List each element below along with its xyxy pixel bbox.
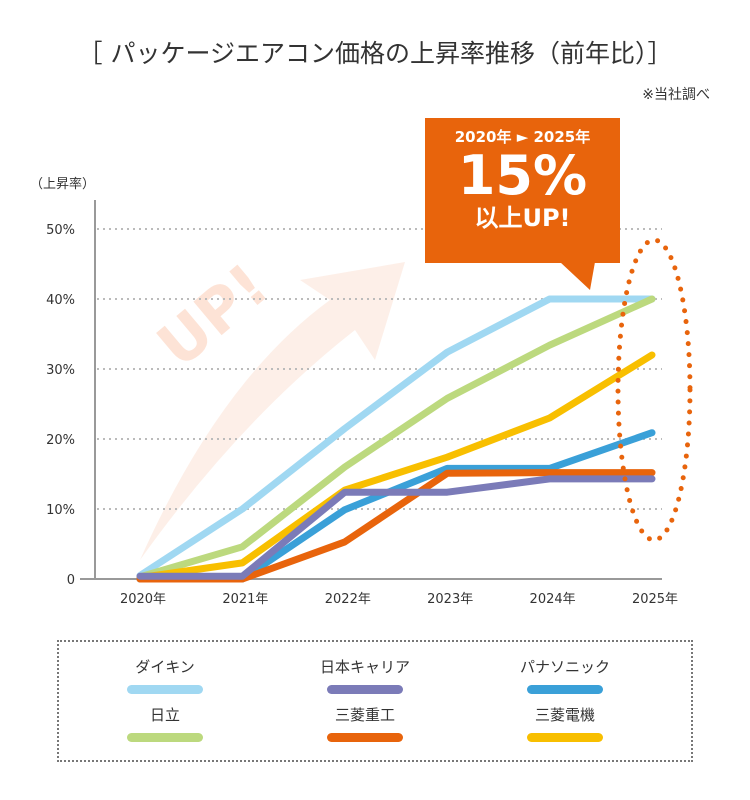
y-tick-label: 20% — [46, 433, 75, 448]
y-tick-label: 10% — [46, 503, 75, 518]
x-tick-label: 2025年 — [632, 592, 678, 607]
callout-text: 以上UP! — [474, 204, 571, 232]
legend-swatch — [527, 733, 603, 742]
series-line-2 — [136, 351, 656, 582]
legend-swatch — [127, 685, 203, 694]
watermark-up: UP! — [145, 251, 282, 382]
legend-label: パナソニック — [519, 658, 610, 676]
callout-years: 2020年 ► 2025年 — [454, 128, 591, 146]
legend-item: ダイキン — [75, 656, 255, 694]
page-title: ［ パッケージエアコン価格の上昇率推移（前年比）］ — [77, 39, 673, 68]
series-line-5 — [136, 475, 656, 580]
legend-item: 三菱重工 — [275, 704, 455, 742]
legend-swatch — [527, 685, 603, 694]
y-tick-label: 50% — [46, 223, 75, 238]
y-tick-label: 0 — [67, 573, 75, 588]
legend-label: 三菱重工 — [334, 706, 395, 724]
x-tick-label: 2022年 — [325, 592, 371, 607]
legend-label: 日本キャリア — [319, 658, 410, 676]
legend-item: 日立 — [75, 704, 255, 742]
callout-box: 2020年 ► 2025年 15% 以上UP! — [425, 118, 620, 263]
legend-swatch — [127, 733, 203, 742]
y-tick-label: 40% — [46, 293, 75, 308]
line-chart: UP! 0 10% 20% 30% 40% 50% 2020年 2021年 2022年 2023年… — [30, 176, 693, 607]
legend-label: ダイキン — [135, 658, 195, 676]
legend: ダイキン 日本キャリア パナソニック日立 三菱重工 三菱電機 — [57, 640, 693, 762]
series-line-0 — [136, 295, 656, 579]
legend-swatch — [327, 733, 403, 742]
callout-value: 15% — [457, 144, 588, 207]
legend-label: 三菱電機 — [534, 706, 595, 724]
legend-item: パナソニック — [475, 656, 655, 694]
series-line-1 — [136, 295, 656, 581]
x-tick-label: 2021年 — [222, 592, 268, 607]
x-tick-label: 2024年 — [530, 592, 576, 607]
legend-item: 三菱電機 — [475, 704, 655, 742]
background-arrow — [140, 262, 405, 560]
legend-swatch — [327, 685, 403, 694]
highlight-ellipse — [615, 237, 693, 543]
source-note: ※当社調べ — [642, 87, 710, 103]
y-tick-label: 30% — [46, 363, 75, 378]
x-tick-label: 2023年 — [427, 592, 473, 607]
legend-item: 日本キャリア — [275, 656, 455, 694]
y-axis-label: （上昇率） — [30, 176, 95, 192]
legend-label: 日立 — [149, 706, 180, 724]
x-tick-label: 2020年 — [120, 592, 166, 607]
